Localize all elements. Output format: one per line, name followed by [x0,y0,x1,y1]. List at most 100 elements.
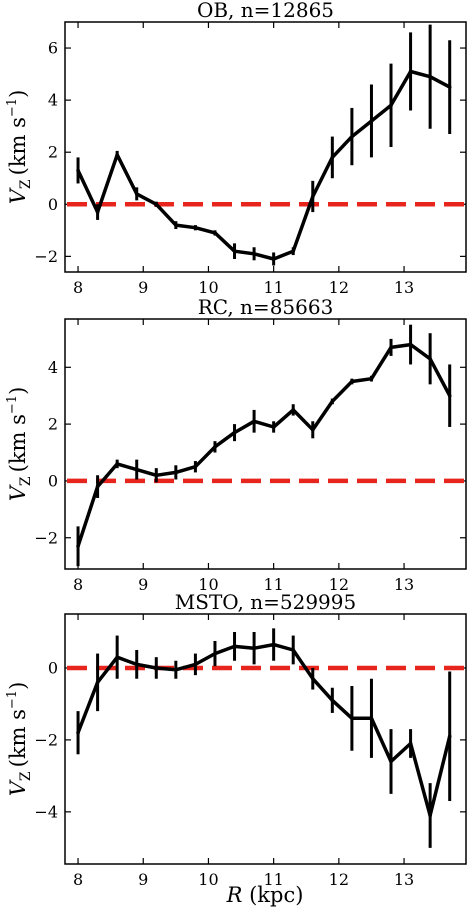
data-point [95,680,100,685]
data-point [408,69,413,74]
y-axis-label: VZ(km s−1) [5,682,34,797]
x-tick-label: 11 [263,278,283,297]
y-tick-label: 2 [48,143,58,162]
data-point [213,231,217,235]
data-point [193,464,198,469]
data-point [76,544,80,549]
data-point [369,716,374,721]
data-point [428,356,432,361]
data-point [232,430,237,435]
data-point [291,408,296,412]
data-point [350,716,354,721]
data-point [154,202,159,207]
x-tick-label: 12 [329,575,349,594]
data-point [389,103,393,108]
series-line [76,342,452,547]
data-point [350,379,354,384]
data-point [389,759,393,764]
data-point [330,399,335,404]
data-point [213,445,217,449]
data-point [310,427,315,432]
x-tick-label: 13 [394,870,414,889]
data-point [174,223,178,227]
y-tick-label: 0 [48,195,58,214]
x-tick-label: 8 [73,575,83,594]
panel-title: OB, n=12865 [197,0,334,22]
data-point [447,734,452,739]
x-tick-label: 10 [198,575,218,594]
x-tick-label: 10 [198,278,218,297]
data-point [154,473,159,478]
chart-panel-2: RC, n=85663 VZ(km s−1) 8 9 10 11 12 13 −2 0 2 4 [5,295,467,594]
y-tick-label: −4 [34,802,58,821]
chart-panel-3: MSTO, n=529995 VZ(km s−1) 8 9 10 11 12 13 −4 −2 0 [5,590,467,889]
data-point [213,651,217,656]
y-tick-label: 0 [48,658,58,677]
y-axis-label: VZ(km s−1) [5,387,34,502]
data-point [330,698,335,703]
data-point [428,74,432,79]
data-point [291,648,296,652]
y-tick-label: 0 [48,471,58,490]
series-line [76,642,452,818]
data-point [115,462,119,466]
data-point [271,425,276,429]
data-point [232,249,237,253]
data-point [115,655,119,659]
data-point [310,194,315,199]
data-point [95,210,100,214]
y-tick-label: 2 [48,415,58,434]
x-tick-label: 8 [73,870,83,889]
data-point [115,153,119,157]
x-tick-label: 8 [73,278,83,297]
data-point [174,667,178,672]
data-point [310,676,315,681]
y-tick-label: 4 [48,91,58,110]
data-point [330,155,335,160]
panel-title: MSTO, n=529995 [175,590,356,614]
data-point [252,419,256,424]
data-point [428,813,432,818]
data-point [369,376,374,381]
x-tick-label: 12 [329,278,349,297]
data-point [134,192,139,196]
x-tick-label: 13 [394,575,414,594]
x-axis-label: R (kpc) [226,883,304,907]
data-point [447,393,452,398]
data-point [193,662,198,667]
y-tick-label: −2 [34,528,58,547]
data-point [232,644,237,649]
plot-frame [64,613,467,865]
x-tick-label: 9 [138,278,148,297]
data-point [271,257,276,261]
plot-frame [64,318,467,570]
x-tick-label: 9 [138,870,148,889]
data-point [95,484,100,489]
y-tick-label: 4 [48,358,58,377]
data-point [134,467,139,472]
x-tick-label: 13 [394,278,414,297]
data-point [252,251,256,256]
data-point [350,134,354,139]
data-point [408,342,413,347]
data-point [193,225,198,230]
data-point [252,646,256,650]
data-point [408,741,413,746]
data-point [76,168,80,173]
y-tick-label: −2 [34,247,58,266]
data-point [369,119,374,123]
x-tick-label: 9 [138,575,148,594]
data-point [154,666,159,670]
x-tick-label: 10 [198,870,218,889]
x-tick-label: 12 [329,870,349,889]
plot-frame [64,21,467,273]
x-tick-label: 11 [263,870,283,889]
panel-title: RC, n=85663 [198,295,334,319]
y-axis-label: VZ(km s−1) [5,90,34,205]
data-point [134,662,139,667]
y-tick-label: −2 [34,730,58,749]
series-line [76,69,451,261]
chart-panel-1: OB, n=12865 VZ(km s−1) 8 9 10 11 12 13 −2 0 2 4 6 [5,0,467,297]
data-point [174,470,178,475]
